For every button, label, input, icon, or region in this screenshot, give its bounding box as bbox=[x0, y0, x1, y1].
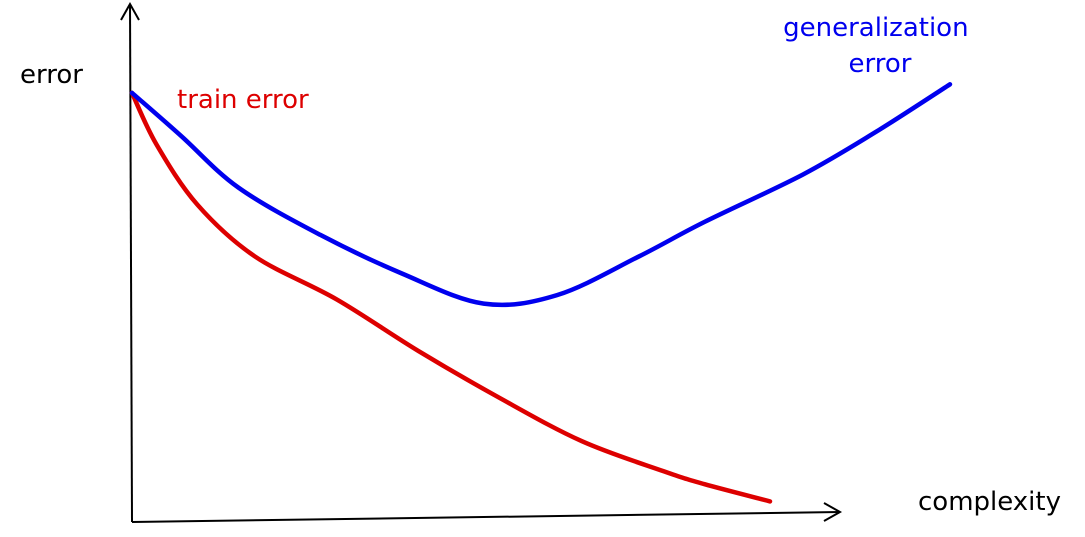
x-axis-arrowhead bbox=[823, 502, 843, 522]
series-label-generalization-line-2: error bbox=[849, 49, 912, 79]
series-label-generalization-line-1: generalization bbox=[783, 13, 968, 43]
generalization-error-line bbox=[129, 82, 953, 308]
x-axis bbox=[131, 511, 841, 523]
y-axis-arrowhead bbox=[120, 1, 140, 21]
series-label-train-error: train error bbox=[177, 85, 309, 115]
axes bbox=[120, 1, 843, 523]
train-error-line bbox=[129, 90, 773, 504]
y-axis bbox=[129, 3, 133, 523]
series-layer bbox=[129, 82, 953, 504]
y-axis-label: error bbox=[20, 60, 83, 90]
x-axis-label: complexity bbox=[918, 487, 1061, 517]
series-label-generalization-error: generalization error bbox=[783, 13, 977, 79]
